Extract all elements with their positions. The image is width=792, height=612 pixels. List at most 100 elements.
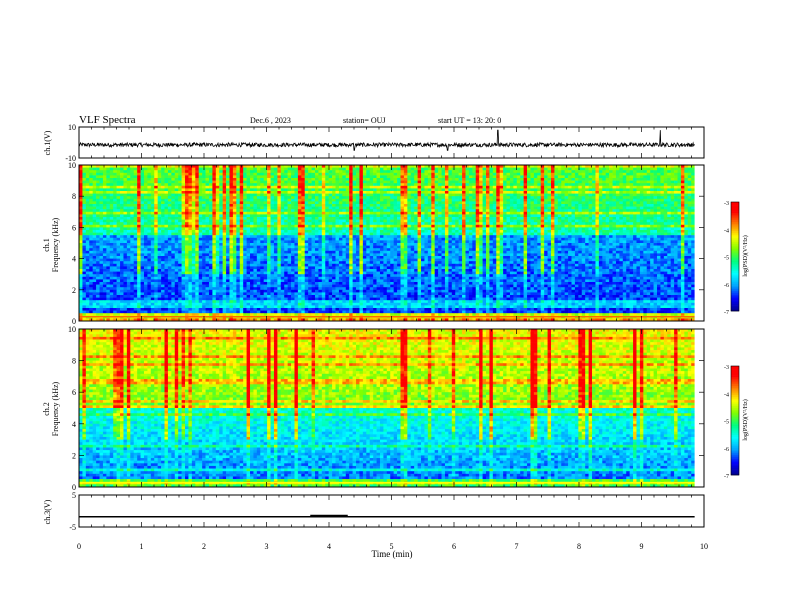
spectrogram-cell (657, 188, 661, 192)
spectrogram-cell (547, 230, 552, 233)
spectrogram-cell (451, 191, 456, 194)
spectrogram-cell (612, 209, 617, 213)
spectrogram-cell (612, 232, 617, 236)
spectrogram-cell (191, 201, 196, 205)
spectrogram-cell (544, 217, 548, 220)
spectrogram-cell (496, 219, 500, 223)
spectrogram-cell (297, 178, 302, 181)
spectrogram-cell (598, 227, 603, 231)
spectrogram-cell (646, 222, 651, 226)
spectrogram-cell (150, 193, 155, 197)
spectrogram-cell (198, 172, 203, 176)
spectrogram-cell (657, 232, 661, 236)
spectrogram-cell (253, 227, 258, 231)
spectrogram-cell (126, 193, 131, 197)
spectrogram-cell (167, 165, 172, 168)
spectrogram-cell (202, 172, 206, 176)
spectrogram-cell (612, 193, 617, 197)
spectrogram-cell (393, 180, 398, 184)
spectrogram-cell (222, 165, 227, 168)
spectrogram-cell (687, 193, 692, 197)
spectrogram-cell (147, 191, 152, 194)
spectrogram-cell (626, 188, 630, 192)
spectrogram-cell (537, 214, 542, 218)
spectrogram-cell (85, 198, 90, 202)
spectrogram-cell (113, 170, 117, 174)
spectrogram-cell (96, 206, 100, 210)
spectrogram-cell (229, 185, 234, 189)
spectrogram-cell (226, 222, 230, 226)
spectrogram-cell (568, 227, 572, 231)
spectrogram-cell (691, 167, 695, 171)
spectrogram-cell (486, 167, 490, 171)
spectrogram-cell (687, 224, 692, 228)
spectrogram-cell (414, 172, 418, 176)
spectrogram-cell (571, 183, 576, 187)
spectrogram-cell (212, 165, 217, 168)
spectrogram-cell (486, 172, 490, 176)
spectrogram-cell (167, 191, 172, 194)
spectrogram-cell (479, 185, 483, 189)
spectrogram-cell (540, 196, 545, 200)
spectrogram-cell (191, 193, 196, 197)
spectrogram-cell (588, 230, 593, 233)
spectrogram-cell (421, 167, 425, 171)
spectrogram-cell (550, 214, 555, 218)
spectrogram-cell (680, 217, 685, 220)
spectrogram-cell (232, 193, 237, 197)
spectrogram-cell (304, 232, 309, 236)
spectrogram-cell (106, 185, 111, 189)
spectrogram-cell (85, 178, 90, 181)
spectrogram-cell (373, 175, 377, 179)
spectrogram-cell (140, 211, 145, 215)
spectrogram-cell (297, 196, 302, 200)
spectrogram-cell (424, 230, 429, 233)
spectrogram-cell (82, 172, 87, 176)
spectrogram-cell (287, 165, 292, 168)
spectrogram-cell (615, 196, 620, 200)
spectrogram-cell (239, 232, 244, 236)
spectrogram-cell (229, 172, 234, 176)
spectrogram-cell (130, 235, 135, 239)
spectrogram-cell (472, 224, 477, 228)
spectrogram-cell (629, 219, 634, 223)
spectrogram-cell (527, 196, 531, 200)
spectrogram-cell (82, 165, 87, 168)
spectrogram-cell (89, 180, 93, 184)
spectrogram-cell (646, 188, 651, 192)
spectrogram-cell (663, 193, 668, 197)
spectrogram-cell (499, 232, 504, 236)
spectrogram-cell (588, 172, 593, 176)
spectrogram-cell (680, 209, 685, 213)
spectrogram-cell (174, 217, 179, 220)
spectrogram-cell (219, 201, 223, 205)
spectrogram-cell (660, 209, 665, 213)
spectrogram-cell (680, 224, 685, 228)
spectrogram-cell (273, 170, 278, 174)
spectrogram-cell (250, 211, 254, 215)
spectrogram-cell (85, 193, 90, 197)
spectrogram-cell (588, 170, 593, 174)
spectrogram-cell (102, 172, 107, 176)
spectrogram-cell (441, 227, 446, 231)
spectrogram-cell (564, 175, 569, 179)
spectrogram-cell (421, 183, 425, 187)
spectrogram-cell (82, 191, 87, 194)
spectrogram-cell (260, 170, 264, 174)
spectrogram-cell (407, 224, 412, 228)
spectrogram-cell (547, 222, 552, 226)
spectrogram-cell (592, 167, 596, 171)
spectrogram-cell (167, 206, 172, 210)
spectrogram-cell (191, 204, 196, 207)
spectrogram-cell (92, 167, 97, 171)
spectrogram-cell (479, 193, 483, 197)
spectrogram-cell (615, 209, 620, 213)
spectrogram-cell (564, 201, 569, 205)
spectrogram-cell (653, 185, 658, 189)
spectrogram-cell (85, 232, 90, 236)
spectrogram-cell (126, 232, 131, 236)
spectrogram-cell (663, 206, 668, 210)
spectrogram-cell (191, 232, 196, 236)
spectrogram-cell (383, 206, 388, 210)
spectrogram-cell (595, 191, 600, 194)
